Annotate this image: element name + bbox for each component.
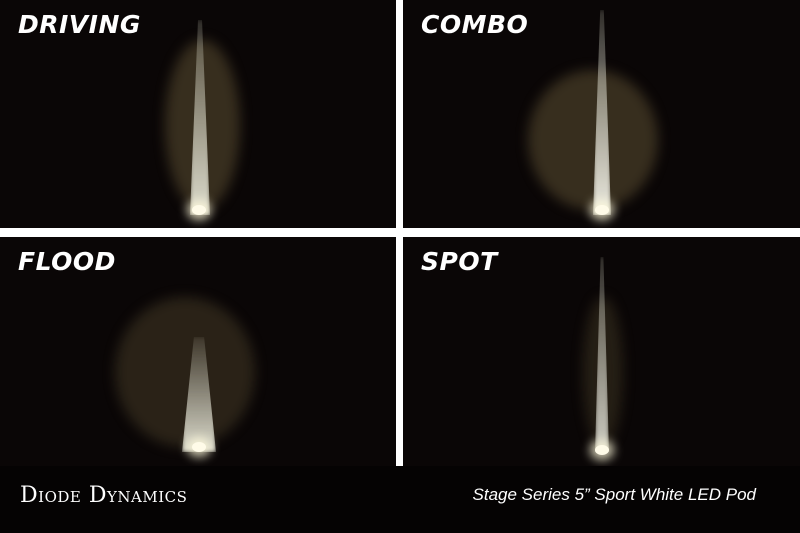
product-name: Stage Series 5” Sport White LED Pod — [472, 485, 756, 504]
flood-beam-photo: FLOOD — [0, 237, 396, 466]
mode-label: COMBO — [421, 10, 529, 39]
combo-beam-photo: COMBO — [403, 0, 800, 228]
driving-beam-photo: DRIVING — [0, 0, 396, 228]
mode-label: FLOOD — [18, 247, 116, 276]
lit-foliage — [528, 70, 658, 210]
mode-label: DRIVING — [18, 10, 141, 39]
footer-bar: Diode Dynamics Stage Series 5” Sport Whi… — [0, 466, 800, 533]
light-source — [192, 442, 206, 452]
mode-label: SPOT — [421, 247, 498, 276]
spot-beam-photo: SPOT — [403, 237, 800, 466]
light-source — [192, 205, 206, 215]
light-source — [595, 445, 609, 455]
light-source — [595, 205, 609, 215]
brand-logo: Diode Dynamics — [20, 483, 188, 508]
lit-foliage — [115, 297, 255, 447]
